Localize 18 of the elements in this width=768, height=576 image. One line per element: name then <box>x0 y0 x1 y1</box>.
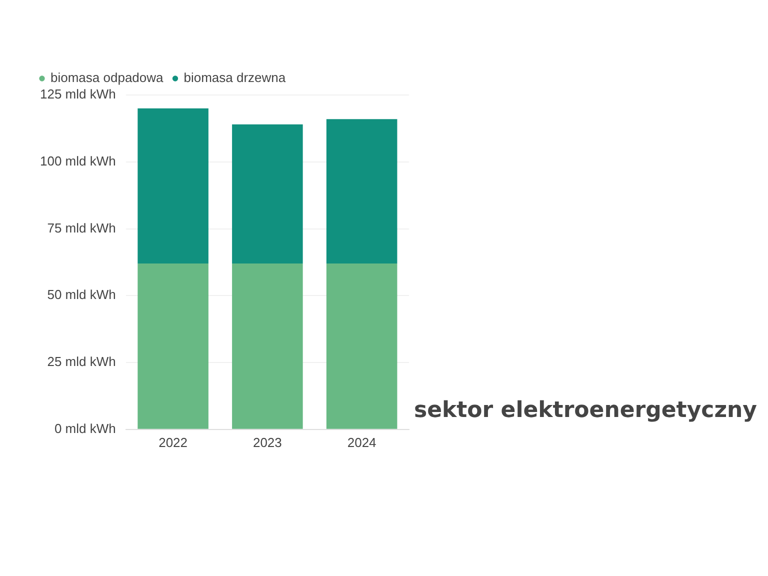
y-tick-label: 125 mld kWh <box>40 86 116 102</box>
bar <box>326 264 398 429</box>
legend-label: biomasa drzewna <box>184 70 286 86</box>
bar <box>138 108 208 264</box>
y-tick-label: 25 mld kWh <box>47 354 116 370</box>
legend-label: biomasa odpadowa <box>50 70 164 86</box>
x-tick-label: 2023 <box>252 434 282 450</box>
bar <box>138 264 208 429</box>
y-tick-label: 50 mld kWh <box>47 287 116 302</box>
bar <box>232 124 303 264</box>
bar <box>232 264 303 429</box>
y-tick-label: 0 mld kWh <box>54 420 116 436</box>
y-tick-label: 100 mld kWh <box>40 153 116 168</box>
x-tick-label: 2022 <box>158 434 188 450</box>
text: sektor elektroenergetyczny <box>414 398 758 423</box>
x-tick-label: 2024 <box>347 434 376 450</box>
y-tick-label: 75 mld kWh <box>47 220 116 236</box>
bar <box>326 119 398 264</box>
